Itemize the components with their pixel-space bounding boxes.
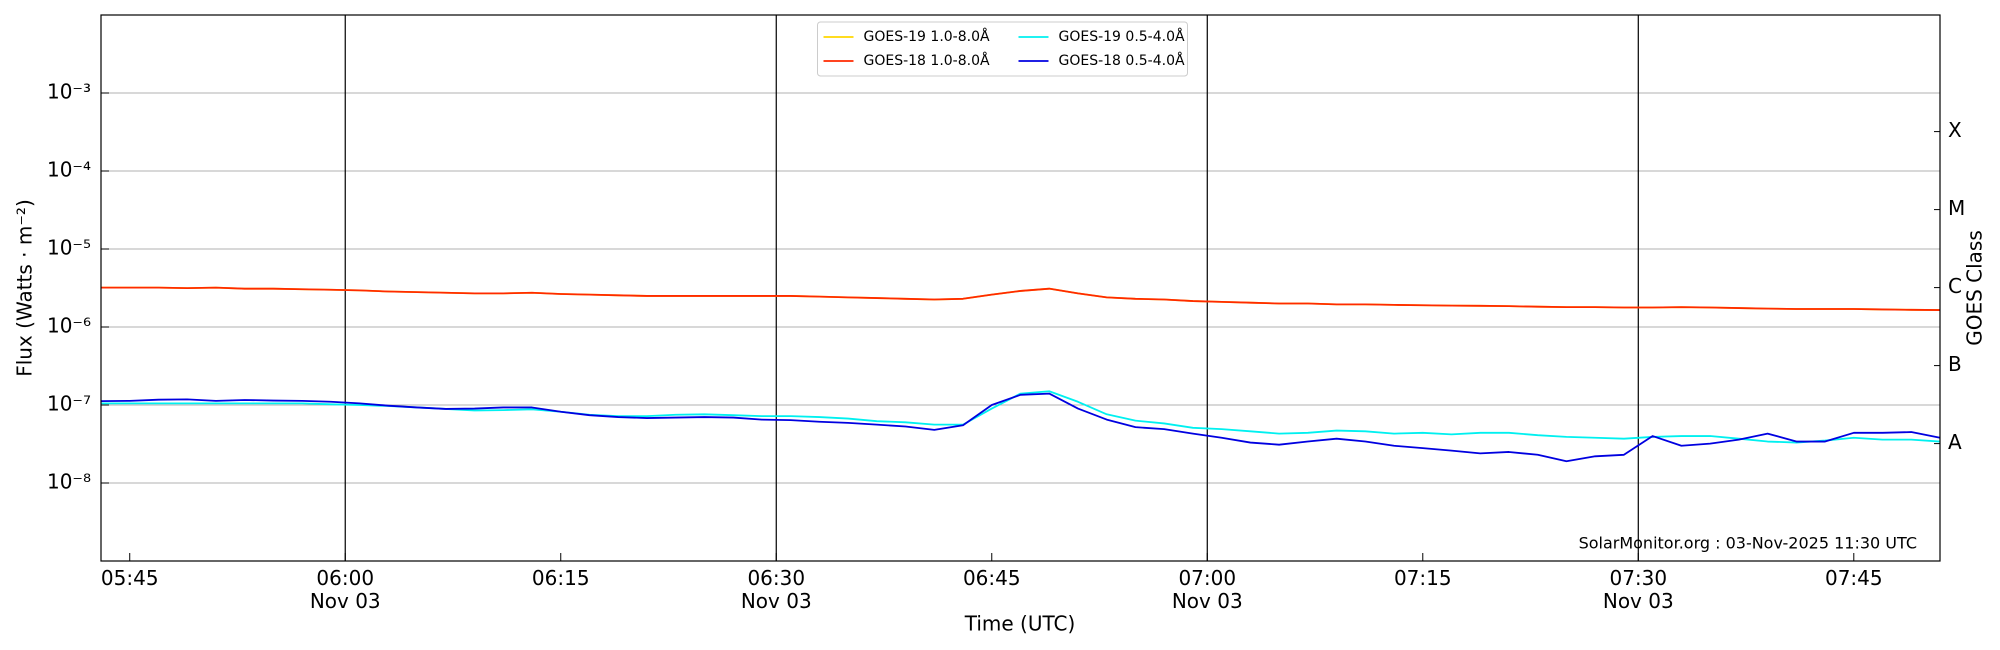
x-tick-label: 06:15 (532, 566, 590, 590)
y-tick-label: 10⁻⁵ (47, 236, 91, 260)
x-tick-line: Nov 03 (741, 589, 812, 613)
x-tick-line: Nov 03 (310, 589, 381, 613)
y-axis-label: Flux (Watts · m⁻²) (13, 199, 37, 377)
x-tick-label: 05:45 (101, 566, 159, 590)
x-tick-line: 06:30 (747, 566, 805, 590)
series-line (100, 392, 1941, 463)
x-tick-label: 07:45 (1825, 566, 1883, 590)
x-tick-line: 06:00 (316, 566, 374, 590)
annotation: SolarMonitor.org : 03-Nov-2025 11:30 UTC (1579, 534, 1917, 553)
x-axis-label: Time (UTC) (964, 612, 1076, 636)
plot-frame (100, 14, 1941, 562)
y2-axis-label: GOES Class (1963, 230, 1987, 346)
series-line (101, 286, 1941, 311)
x-tick-line: 06:45 (963, 566, 1021, 590)
legend-box (817, 21, 1188, 77)
x-tick-line: 06:15 (532, 566, 590, 590)
x-tick-label: 07:15 (1394, 566, 1452, 590)
x-tick-line: 07:45 (1825, 566, 1883, 590)
x-tick-line: Nov 03 (1172, 589, 1243, 613)
y2-tick-label: B (1948, 352, 1962, 376)
y2-tick-label: X (1948, 118, 1962, 142)
x-tick-label: 07:30 Nov 03 (1603, 566, 1674, 613)
y-tick-label: 10⁻³ (47, 80, 91, 104)
x-tick-label: 06:00 Nov 03 (310, 566, 381, 613)
y2-tick-label: C (1948, 274, 1962, 298)
x-tick-line: 07:00 (1178, 566, 1236, 590)
series-line (101, 390, 1941, 444)
x-tick-line: 05:45 (101, 566, 159, 590)
y-tick-label: 10⁻⁸ (47, 470, 91, 494)
legend-label: GOES-18 1.0-8.0Å (864, 52, 990, 69)
x-tick-line: Nov 03 (1603, 589, 1674, 613)
legend-label: GOES-19 0.5-4.0Å (1059, 28, 1185, 45)
x-tick-line: 07:30 (1609, 566, 1667, 590)
legend-label: GOES-19 1.0-8.0Å (864, 28, 990, 45)
y-tick-label: 10⁻⁶ (47, 314, 91, 338)
y-tick-label: 10⁻⁴ (47, 158, 91, 182)
x-tick-label: 07:00 Nov 03 (1172, 566, 1243, 613)
legend-label: GOES-18 0.5-4.0Å (1059, 52, 1185, 69)
y2-tick-label: M (1948, 196, 1965, 220)
x-tick-line: 07:15 (1394, 566, 1452, 590)
x-tick-label: 06:30 Nov 03 (741, 566, 812, 613)
x-tick-label: 06:45 (963, 566, 1021, 590)
y-tick-label: 10⁻⁷ (47, 392, 91, 416)
y2-tick-label: A (1948, 430, 1962, 454)
